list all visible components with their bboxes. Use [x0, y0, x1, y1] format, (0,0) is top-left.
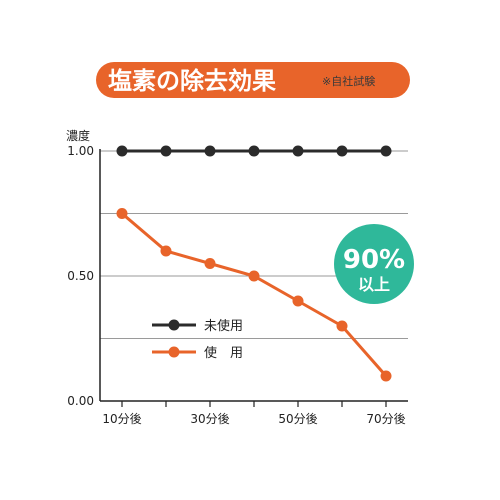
x-tick-label: 30分後	[190, 412, 229, 426]
legend-marker-used	[168, 346, 180, 358]
title-banner: 塩素の除去効果 ※自社試験	[96, 62, 410, 98]
x-tick-label: 70分後	[366, 412, 405, 426]
y-tick-label: 1.00	[67, 144, 94, 158]
data-point-unused	[204, 145, 216, 157]
axis-layer	[99, 149, 408, 407]
x-tick-label: 50分後	[278, 412, 317, 426]
data-point-used	[248, 270, 260, 282]
data-point-unused	[160, 145, 172, 157]
data-point-unused	[116, 145, 128, 157]
badge-suffix: 以上	[358, 275, 390, 294]
legend-item-used: 使 用	[152, 345, 243, 361]
reduction-badge: 90% 以上	[334, 224, 414, 304]
data-point-used	[292, 295, 304, 307]
legend-label-unused: 未使用	[204, 318, 243, 334]
data-point-unused	[292, 145, 304, 157]
data-point-unused	[248, 145, 260, 157]
y-axis-label: 濃度	[66, 128, 90, 143]
data-point-used	[380, 370, 392, 382]
data-point-used	[160, 245, 172, 257]
chart-title: 塩素の除去効果	[108, 67, 276, 95]
badge-value: 90%	[343, 245, 405, 275]
y-tick-label: 0.00	[67, 394, 94, 408]
series-layer	[116, 145, 392, 382]
badge-circle	[334, 224, 414, 304]
x-tick-labels: 10分後 30分後 50分後 70分後	[102, 412, 405, 426]
x-tick-label: 10分後	[102, 412, 141, 426]
y-tick-label: 0.50	[67, 269, 94, 283]
data-point-used	[204, 258, 216, 269]
data-point-used	[336, 320, 348, 332]
legend-item-unused: 未使用	[152, 318, 243, 334]
test-note: ※自社試験	[322, 74, 375, 88]
data-point-unused	[380, 145, 392, 157]
y-tick-labels: 0.00 0.50 1.00	[67, 144, 94, 408]
title-banner-background	[96, 62, 410, 98]
data-point-used	[116, 208, 128, 219]
data-point-unused	[336, 145, 348, 157]
legend: 未使用 使 用	[152, 318, 243, 361]
legend-marker-unused	[168, 319, 180, 331]
legend-label-used: 使 用	[204, 345, 243, 361]
